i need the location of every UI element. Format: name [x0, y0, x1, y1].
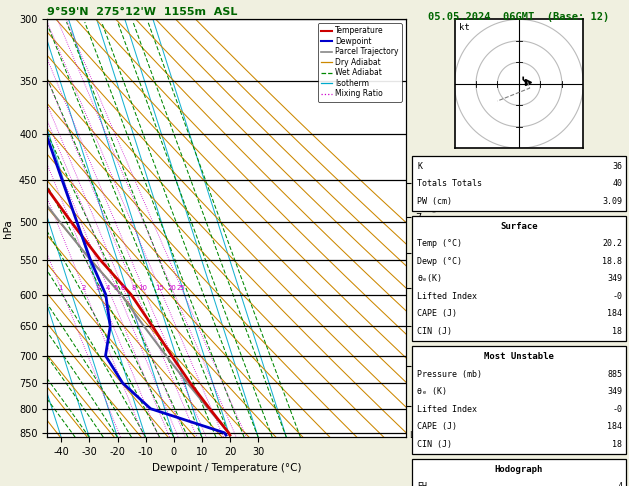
- Text: θₑ (K): θₑ (K): [417, 387, 447, 396]
- Y-axis label: hPa: hPa: [3, 219, 13, 238]
- Text: LCL: LCL: [409, 431, 425, 439]
- Text: 349: 349: [607, 274, 622, 283]
- Text: 8: 8: [132, 285, 136, 291]
- Text: 20.2: 20.2: [602, 239, 622, 248]
- Text: 18.8: 18.8: [602, 257, 622, 266]
- Text: 10: 10: [138, 285, 147, 291]
- Text: 18: 18: [612, 439, 622, 449]
- Text: Lifted Index: Lifted Index: [417, 404, 477, 414]
- Text: 5: 5: [114, 285, 118, 291]
- Text: 4: 4: [106, 285, 110, 291]
- Text: Most Unstable: Most Unstable: [484, 352, 554, 361]
- Text: Totals Totals: Totals Totals: [417, 179, 482, 188]
- Text: 3: 3: [95, 285, 100, 291]
- Text: Temp (°C): Temp (°C): [417, 239, 462, 248]
- Text: θₑ(K): θₑ(K): [417, 274, 442, 283]
- Text: 4: 4: [617, 482, 622, 486]
- Text: 36: 36: [612, 161, 622, 171]
- X-axis label: Dewpoint / Temperature (°C): Dewpoint / Temperature (°C): [152, 463, 301, 473]
- Text: Surface: Surface: [500, 222, 538, 231]
- Text: 184: 184: [607, 422, 622, 431]
- Text: K: K: [417, 161, 422, 171]
- Text: 9°59'N  275°12'W  1155m  ASL: 9°59'N 275°12'W 1155m ASL: [47, 7, 238, 17]
- Text: 184: 184: [607, 309, 622, 318]
- Text: 15: 15: [155, 285, 164, 291]
- Text: CIN (J): CIN (J): [417, 439, 452, 449]
- Text: 2: 2: [81, 285, 86, 291]
- Text: EH: EH: [417, 482, 427, 486]
- Text: Lifted Index: Lifted Index: [417, 292, 477, 301]
- Legend: Temperature, Dewpoint, Parcel Trajectory, Dry Adiabat, Wet Adiabat, Isotherm, Mi: Temperature, Dewpoint, Parcel Trajectory…: [318, 23, 402, 102]
- Text: 18: 18: [612, 327, 622, 336]
- Text: 05.05.2024  06GMT  (Base: 12): 05.05.2024 06GMT (Base: 12): [428, 12, 610, 22]
- Text: PW (cm): PW (cm): [417, 196, 452, 206]
- Text: Hodograph: Hodograph: [495, 465, 543, 474]
- Text: 1: 1: [58, 285, 63, 291]
- Text: 885: 885: [607, 369, 622, 379]
- Text: 6: 6: [121, 285, 125, 291]
- Text: © weatheronline.co.uk: © weatheronline.co.uk: [467, 471, 571, 480]
- Text: Pressure (mb): Pressure (mb): [417, 369, 482, 379]
- Text: -0: -0: [612, 292, 622, 301]
- Text: 20: 20: [167, 285, 176, 291]
- Text: 25: 25: [177, 285, 186, 291]
- Text: CAPE (J): CAPE (J): [417, 422, 457, 431]
- Text: -0: -0: [612, 404, 622, 414]
- Text: CAPE (J): CAPE (J): [417, 309, 457, 318]
- Text: Mixing Ratio (g/kg): Mixing Ratio (g/kg): [431, 186, 440, 271]
- Text: 40: 40: [612, 179, 622, 188]
- Text: Dewp (°C): Dewp (°C): [417, 257, 462, 266]
- Text: kt: kt: [459, 23, 470, 32]
- Text: CIN (J): CIN (J): [417, 327, 452, 336]
- Y-axis label: km
ASL: km ASL: [433, 218, 452, 239]
- Text: 349: 349: [607, 387, 622, 396]
- Text: 3.09: 3.09: [602, 196, 622, 206]
